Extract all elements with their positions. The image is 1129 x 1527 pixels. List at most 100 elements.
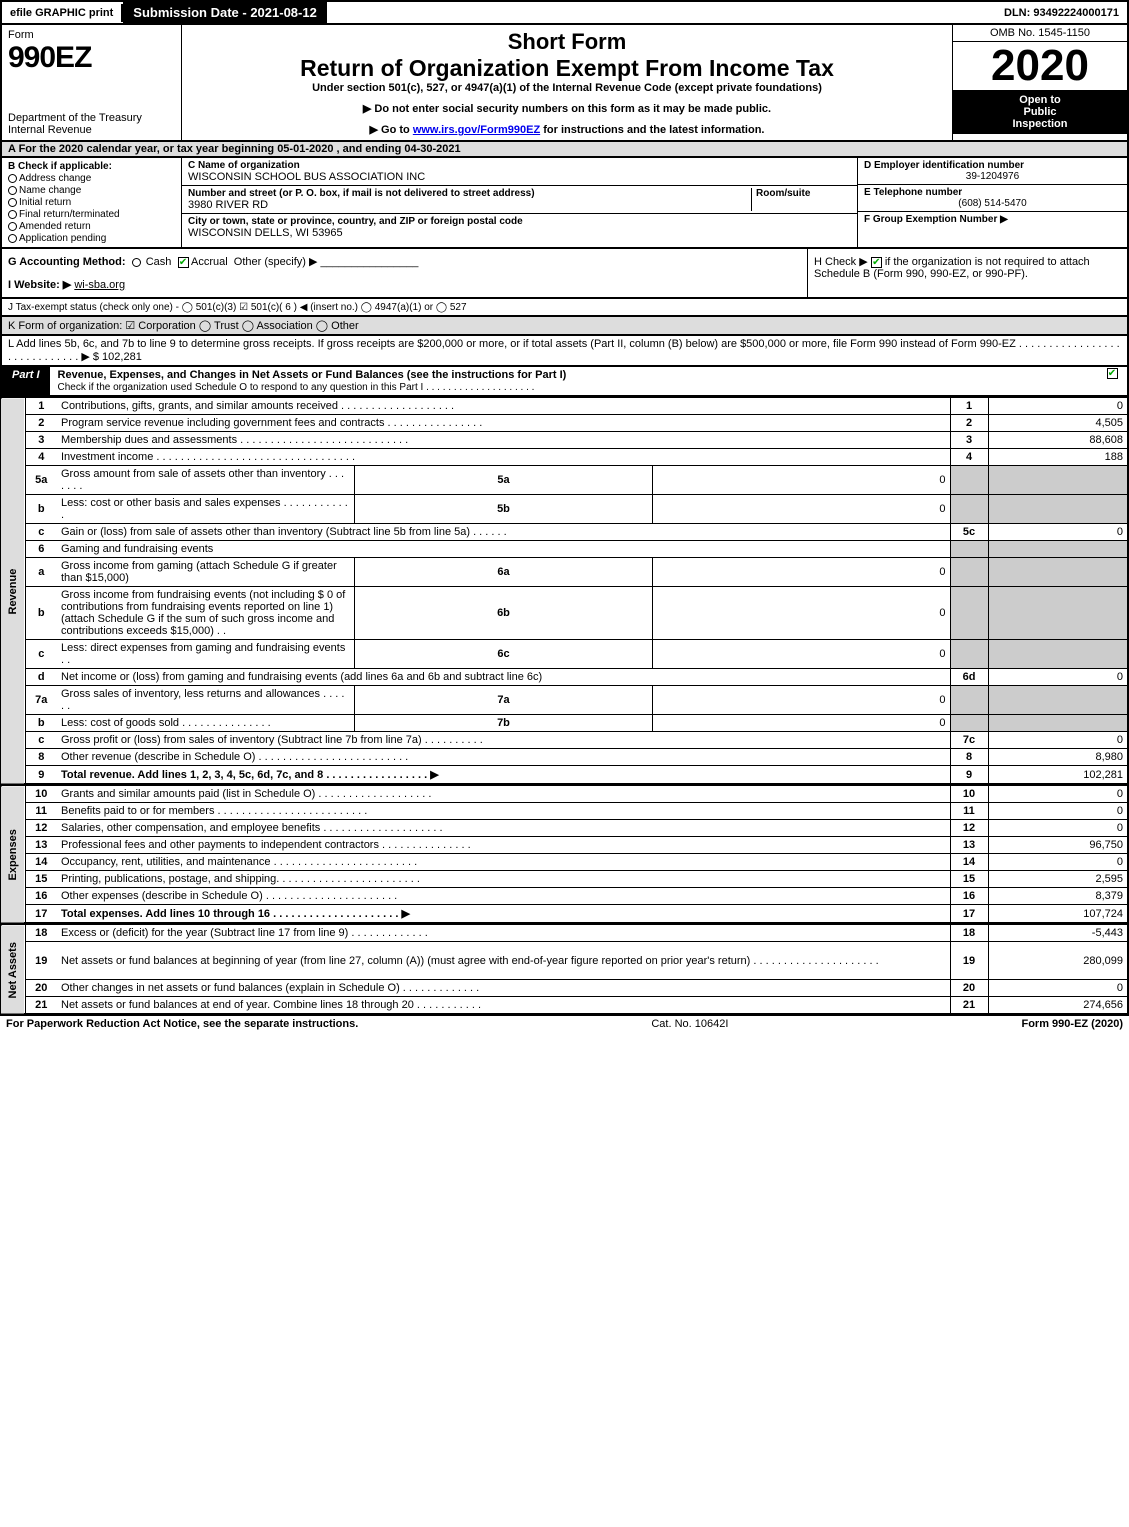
group-exempt-cell: F Group Exemption Number ▶ — [858, 212, 1127, 227]
side-label: Expenses — [1, 786, 25, 924]
l-amount: $ 102,281 — [93, 351, 142, 363]
line-ref: 11 — [950, 803, 988, 820]
inspection-l2: Public — [955, 106, 1125, 118]
shaded-cell — [988, 640, 1128, 669]
line-number: a — [25, 558, 57, 587]
line-number: 8 — [25, 749, 57, 766]
line-ref: 9 — [950, 766, 988, 785]
line-amount: 0 — [988, 803, 1128, 820]
table-row: bLess: cost or other basis and sales exp… — [1, 495, 1128, 524]
line-amount: 2,595 — [988, 871, 1128, 888]
room-label: Room/suite — [756, 188, 851, 199]
line-ref: 21 — [950, 997, 988, 1015]
line-amount: 0 — [988, 524, 1128, 541]
line-ref: 12 — [950, 820, 988, 837]
table-row: dNet income or (loss) from gaming and fu… — [1, 669, 1128, 686]
line-desc: Total revenue. Add lines 1, 2, 3, 4, 5c,… — [57, 766, 950, 785]
j-text: J Tax-exempt status (check only one) - ◯… — [8, 302, 467, 313]
efile-label[interactable]: efile GRAPHIC print — [2, 4, 123, 22]
line-ref: 20 — [950, 980, 988, 997]
accrual-check[interactable] — [178, 257, 189, 268]
website-value[interactable]: wi-sba.org — [74, 279, 125, 291]
line-ref: 8 — [950, 749, 988, 766]
line-amount: 96,750 — [988, 837, 1128, 854]
side-label: Revenue — [1, 398, 25, 785]
expenses-table: Expenses10Grants and similar amounts pai… — [0, 785, 1129, 924]
chk-name-change[interactable]: Name change — [8, 185, 175, 196]
line-amount: 8,980 — [988, 749, 1128, 766]
shaded-cell — [950, 715, 988, 732]
chk-amended-return[interactable]: Amended return — [8, 221, 175, 232]
line-number: 3 — [25, 432, 57, 449]
gi-right: H Check ▶ if the organization is not req… — [807, 249, 1127, 297]
org-name-cell: C Name of organization WISCONSIN SCHOOL … — [182, 158, 857, 186]
accounting-method: G Accounting Method: Cash Accrual Other … — [8, 255, 801, 268]
form-label: Form — [8, 29, 175, 41]
schedule-o-check[interactable] — [1107, 368, 1118, 379]
line-desc: Less: cost or other basis and sales expe… — [57, 495, 355, 524]
cash-radio[interactable] — [132, 258, 141, 267]
line-number: 12 — [25, 820, 57, 837]
line-desc: Total expenses. Add lines 10 through 16 … — [57, 905, 950, 924]
shaded-cell — [988, 466, 1128, 495]
street-address: 3980 RIVER RD — [188, 199, 751, 211]
shaded-cell — [988, 495, 1128, 524]
line-ref: 2 — [950, 415, 988, 432]
line-desc: Program service revenue including govern… — [57, 415, 950, 432]
shaded-cell — [988, 686, 1128, 715]
header-center: Short Form Return of Organization Exempt… — [182, 25, 952, 140]
line-desc: Gross sales of inventory, less returns a… — [57, 686, 355, 715]
chk-final-return[interactable]: Final return/terminated — [8, 209, 175, 220]
line-amount: -5,443 — [988, 925, 1128, 942]
h-pre: H Check ▶ — [814, 256, 868, 268]
inspection-l1: Open to — [955, 94, 1125, 106]
table-row: 14Occupancy, rent, utilities, and mainte… — [1, 854, 1128, 871]
g-label: G Accounting Method: — [8, 256, 126, 268]
line-number: b — [25, 715, 57, 732]
phone-value: (608) 514-5470 — [864, 198, 1121, 209]
line-number: 5a — [25, 466, 57, 495]
table-row: 13Professional fees and other payments t… — [1, 837, 1128, 854]
ein-label: D Employer identification number — [864, 160, 1121, 171]
line-desc: Salaries, other compensation, and employ… — [57, 820, 950, 837]
table-row: cLess: direct expenses from gaming and f… — [1, 640, 1128, 669]
line-ref: 1 — [950, 398, 988, 415]
dln-number: DLN: 93492224000171 — [996, 4, 1127, 22]
shaded-cell — [950, 541, 988, 558]
part1-check — [1097, 367, 1127, 395]
table-row: 16Other expenses (describe in Schedule O… — [1, 888, 1128, 905]
line-number: 13 — [25, 837, 57, 854]
line-number: 15 — [25, 871, 57, 888]
info-block: B Check if applicable: Address change Na… — [0, 158, 1129, 249]
line-number: 9 — [25, 766, 57, 785]
table-row: 15Printing, publications, postage, and s… — [1, 871, 1128, 888]
line-amount: 102,281 — [988, 766, 1128, 785]
line-desc: Other expenses (describe in Schedule O) … — [57, 888, 950, 905]
sub-line-value: 0 — [652, 640, 950, 669]
table-row: 2Program service revenue including gover… — [1, 415, 1128, 432]
irs-link[interactable]: www.irs.gov/Form990EZ — [413, 124, 540, 136]
city-state-zip: WISCONSIN DELLS, WI 53965 — [188, 227, 851, 239]
subtitle: Under section 501(c), 527, or 4947(a)(1)… — [190, 82, 944, 94]
line-amount: 4,505 — [988, 415, 1128, 432]
line-desc: Benefits paid to or for members . . . . … — [57, 803, 950, 820]
line-ref: 10 — [950, 786, 988, 803]
line-number: 17 — [25, 905, 57, 924]
gi-left: G Accounting Method: Cash Accrual Other … — [2, 249, 807, 297]
line-number: c — [25, 732, 57, 749]
chk-address-change[interactable]: Address change — [8, 173, 175, 184]
line-amount: 0 — [988, 820, 1128, 837]
shaded-cell — [950, 558, 988, 587]
footer: For Paperwork Reduction Act Notice, see … — [0, 1015, 1129, 1032]
line-number: 16 — [25, 888, 57, 905]
form-number: 990EZ — [8, 41, 175, 75]
schedule-b-check[interactable] — [871, 257, 882, 268]
line-number: 6 — [25, 541, 57, 558]
chk-application-pending[interactable]: Application pending — [8, 233, 175, 244]
chk-initial-return[interactable]: Initial return — [8, 197, 175, 208]
line-amount: 0 — [988, 669, 1128, 686]
line-desc: Gross income from fundraising events (no… — [57, 587, 355, 640]
line-ref: 3 — [950, 432, 988, 449]
table-row: bGross income from fundraising events (n… — [1, 587, 1128, 640]
sub-line-number: 7a — [355, 686, 653, 715]
